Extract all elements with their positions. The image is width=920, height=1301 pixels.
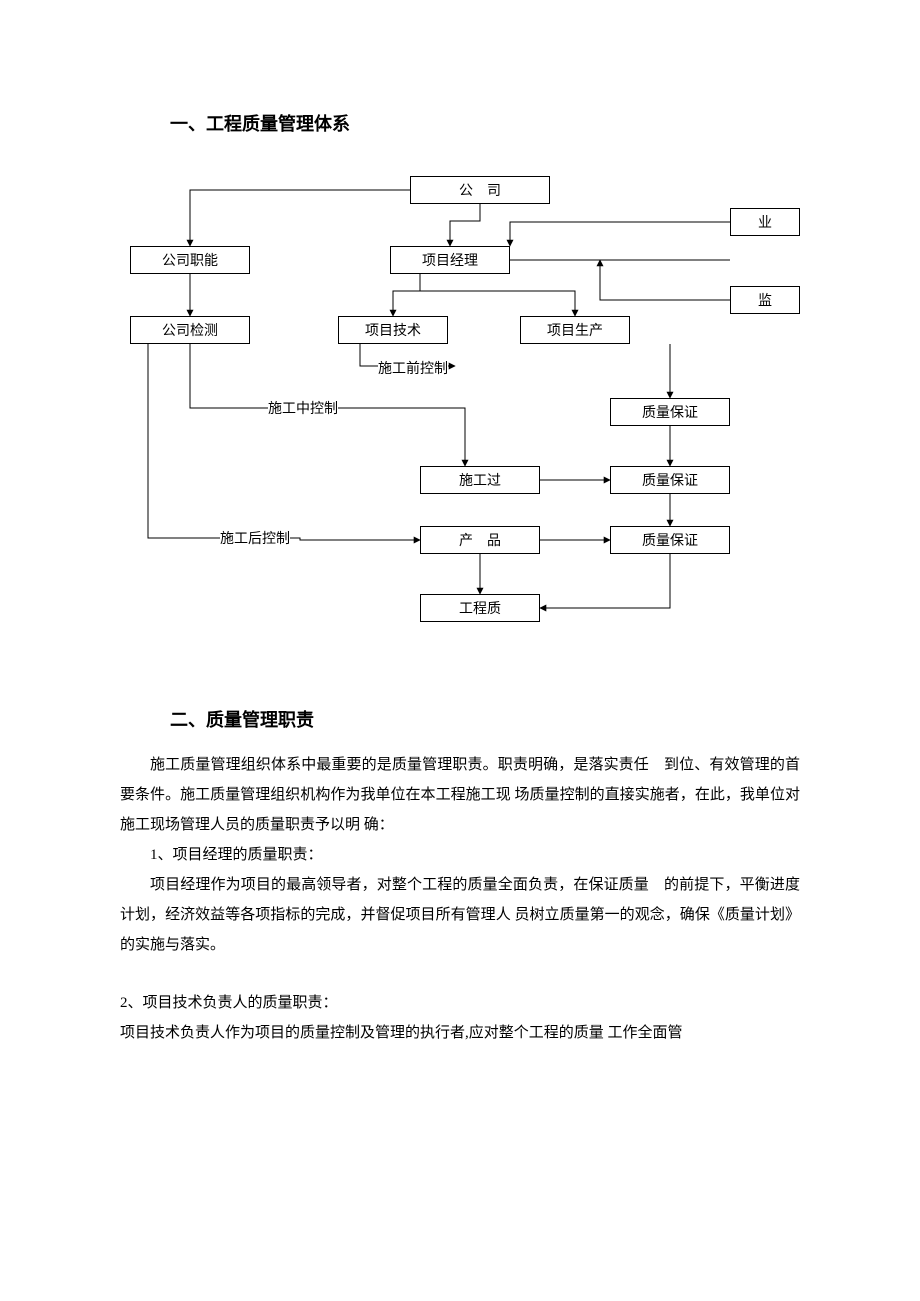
flowchart-node-produce: 项目生产: [520, 316, 630, 344]
paragraph-item-2-title: 2、项目技术负责人的质量职责：: [120, 988, 800, 1018]
flowchart-node-process: 施工过: [420, 466, 540, 494]
flowchart-edge-label-post_ctrl: 施工后控制: [220, 528, 290, 548]
flowchart-edge-label-pre_ctrl: 施工前控制: [378, 358, 448, 378]
flowchart-node-supervise: 监: [730, 286, 800, 314]
flowchart-node-qa2: 质量保证: [610, 466, 730, 494]
flowchart-node-product: 产 品: [420, 526, 540, 554]
flowchart-node-company: 公 司: [410, 176, 550, 204]
flowchart-node-qa3: 质量保证: [610, 526, 730, 554]
document-page: 一、工程质量管理体系 公 司公司职能 项目经理 业监公司检测 项目技术 项目生产质量保证…: [0, 0, 920, 1128]
flowchart-node-engqual: 工程质: [420, 594, 540, 622]
paragraph-item-2-body: 项目技术负责人作为项目的质量控制及管理的执行者,应对整个工程的质量 工作全面管: [120, 1018, 800, 1048]
flowchart-node-manager: 项目经理: [390, 246, 510, 274]
paragraph-item-1-title: 1、项目经理的质量职责：: [120, 840, 800, 870]
heading-2: 二、质量管理职责: [170, 706, 800, 732]
flowchart-node-qa1: 质量保证: [610, 398, 730, 426]
paragraph-intro: 施工质量管理组织体系中最重要的是质量管理职责。职责明确，是落实责任 到位、有效管…: [120, 750, 800, 840]
heading-1: 一、工程质量管理体系: [170, 110, 800, 136]
flowchart-node-function: 公司职能: [130, 246, 250, 274]
flowchart-node-detect: 公司检测: [130, 316, 250, 344]
flowchart-node-tech: 项目技术: [338, 316, 448, 344]
flowchart-edge-label-mid_ctrl: 施工中控制: [268, 398, 338, 418]
paragraph-item-1-body: 项目经理作为项目的最高领导者，对整个工程的质量全面负责，在保证质量 的前提下，平…: [120, 870, 800, 960]
flowchart-node-owner: 业: [730, 208, 800, 236]
flowchart-quality-system: 公 司公司职能项目经理业监公司检测项目技术项目生产质量保证施工过质量保证产 品质…: [120, 166, 800, 646]
